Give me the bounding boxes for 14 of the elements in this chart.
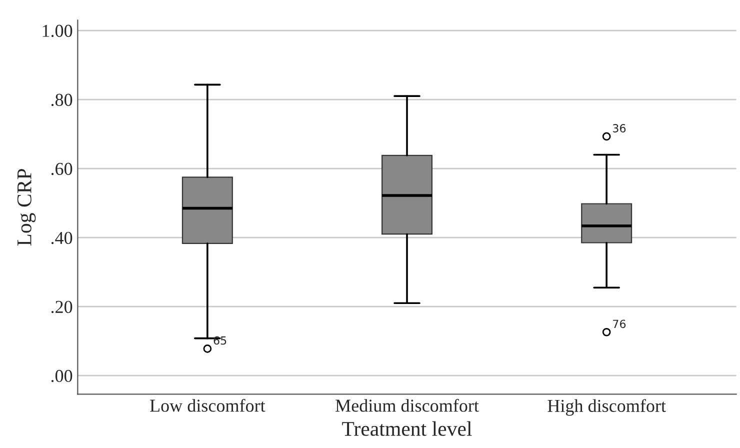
y-tick-label: .20 <box>51 300 72 314</box>
annotation: 76 <box>613 320 626 328</box>
annotation: 36 <box>612 124 626 132</box>
annotation: 65 <box>214 336 226 345</box>
x-tick-label: Medium discomfort <box>336 398 479 412</box>
x-tick-label: High discomfort <box>548 399 666 416</box>
x-axis-title: Treatment level <box>342 421 472 436</box>
y-tick-label: .60 <box>51 162 72 176</box>
y-tick-label: .40 <box>51 232 72 244</box>
x-tick-label: Low discomfort <box>150 398 266 412</box>
y-tick-label: 1.00 <box>42 24 72 38</box>
y-tick-label: .00 <box>51 370 72 382</box>
y-tick-label: .80 <box>51 94 72 106</box>
y-axis-title: Log CRP <box>17 168 36 246</box>
